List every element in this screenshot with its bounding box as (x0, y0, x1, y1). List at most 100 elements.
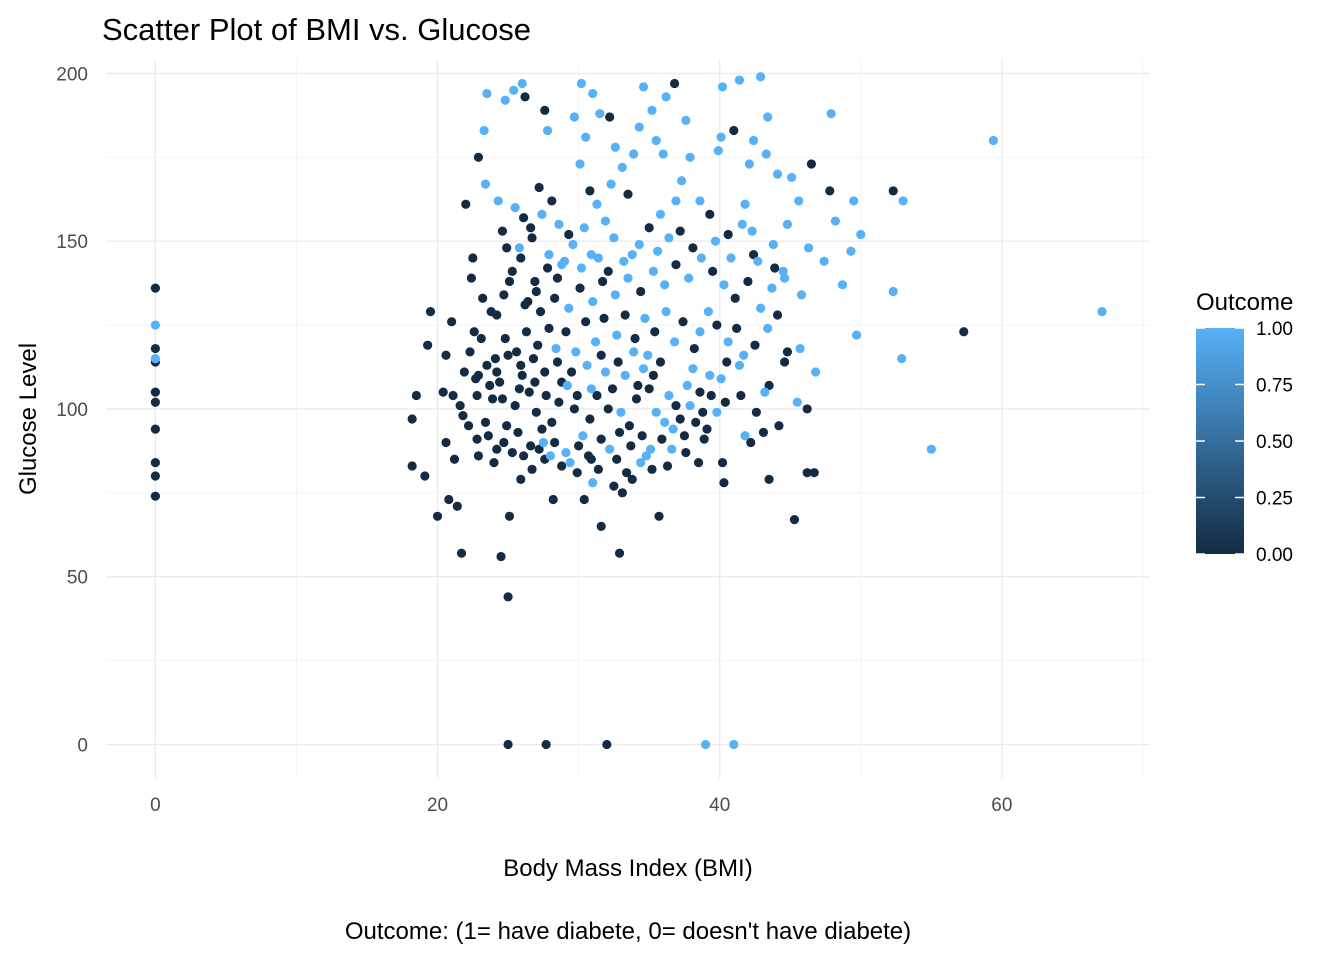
scatter-point (561, 327, 571, 337)
scatter-point (487, 394, 498, 404)
scatter-point (640, 313, 650, 323)
scatter-point (420, 471, 430, 481)
data-points (150, 72, 1107, 750)
scatter-point (480, 179, 491, 189)
scatter-point (150, 397, 160, 407)
scatter-point (585, 414, 595, 424)
scatter-point (614, 427, 625, 438)
scatter-point (530, 377, 540, 387)
scatter-point (516, 474, 526, 484)
scatter-point (744, 159, 754, 169)
scatter-point (644, 384, 654, 394)
scatter-point (568, 239, 578, 250)
scatter-point (569, 404, 579, 414)
scatter-point (495, 377, 505, 387)
scatter-point (552, 357, 563, 367)
scatter-point (612, 454, 622, 464)
scatter-point (547, 417, 557, 427)
scatter-point (698, 407, 708, 417)
scatter-point (596, 434, 606, 444)
scatter-point (612, 330, 622, 340)
scatter-point (517, 370, 527, 380)
scatter-point (699, 434, 709, 444)
scatter-point (520, 92, 530, 102)
scatter-point (740, 431, 750, 441)
scatter-point (490, 354, 500, 364)
scatter-point (607, 384, 618, 394)
scatter-point (554, 397, 564, 407)
scatter-point (516, 360, 526, 370)
scatter-point (767, 283, 777, 293)
scatter-point (455, 400, 465, 411)
scatter-point (502, 243, 512, 253)
scatter-point (596, 350, 606, 360)
scatter-point (700, 739, 711, 750)
scatter-point (500, 95, 510, 105)
scatter-point (150, 387, 160, 397)
scatter-point (582, 360, 592, 370)
scatter-point (547, 196, 557, 206)
scatter-point (712, 320, 722, 330)
scatter-point (485, 380, 495, 391)
scatter-point (483, 431, 493, 441)
scatter-point (756, 72, 766, 82)
scatter-point (447, 317, 457, 327)
scatter-point (468, 253, 478, 263)
scatter-point (722, 357, 732, 367)
scatter-point (679, 431, 690, 441)
scatter-point (856, 229, 866, 240)
scatter-point (702, 424, 712, 434)
scatter-point (811, 367, 821, 377)
scatter-point (592, 390, 602, 401)
scatter-point (926, 444, 936, 454)
scatter-point (802, 404, 812, 414)
scatter-point (504, 276, 515, 287)
legend-title: Outcome (1196, 289, 1293, 316)
scatter-point (681, 447, 691, 458)
scatter-point (729, 125, 739, 136)
scatter-point (675, 414, 685, 424)
scatter-point (650, 327, 660, 337)
scatter-point (723, 229, 733, 240)
scatter-point (572, 468, 582, 478)
scatter-point (678, 317, 688, 327)
scatter-point (463, 421, 474, 431)
scatter-point (826, 109, 836, 119)
scatter-point (471, 374, 481, 384)
scatter-point (671, 400, 681, 411)
scatter-point (482, 360, 492, 370)
scatter-point (544, 323, 554, 334)
scatter-point (662, 461, 673, 471)
scatter-point (782, 347, 793, 357)
scatter-point (619, 256, 629, 266)
legend-tick-label: 0.00 (1256, 545, 1293, 566)
scatter-point (627, 474, 637, 484)
scatter-point (578, 431, 588, 441)
scatter-point (846, 246, 856, 256)
scatter-point (150, 343, 160, 354)
scatter-point (736, 390, 746, 401)
scatter-point (496, 551, 506, 562)
scatter-point (705, 370, 715, 380)
scatter-point (620, 370, 630, 380)
scatter-point (590, 337, 601, 347)
scatter-point (478, 293, 488, 303)
scatter-point (849, 196, 859, 206)
scatter-point (626, 441, 636, 451)
scatter-point (510, 400, 520, 411)
scatter-point (630, 333, 640, 344)
scatter-point (592, 199, 602, 209)
scatter-point (617, 162, 627, 172)
scatter-point (789, 515, 800, 525)
scatter-point (497, 394, 508, 404)
scatter-point (609, 233, 619, 243)
scatter-point (519, 213, 529, 223)
scatter-point (717, 82, 728, 92)
scatter-point (651, 135, 661, 146)
scatter-point (681, 115, 691, 125)
scatter-point (569, 112, 579, 122)
y-tick-label: 0 (77, 735, 88, 756)
scatter-point (526, 441, 536, 451)
scatter-point (695, 387, 705, 397)
scatter-point (706, 390, 716, 401)
